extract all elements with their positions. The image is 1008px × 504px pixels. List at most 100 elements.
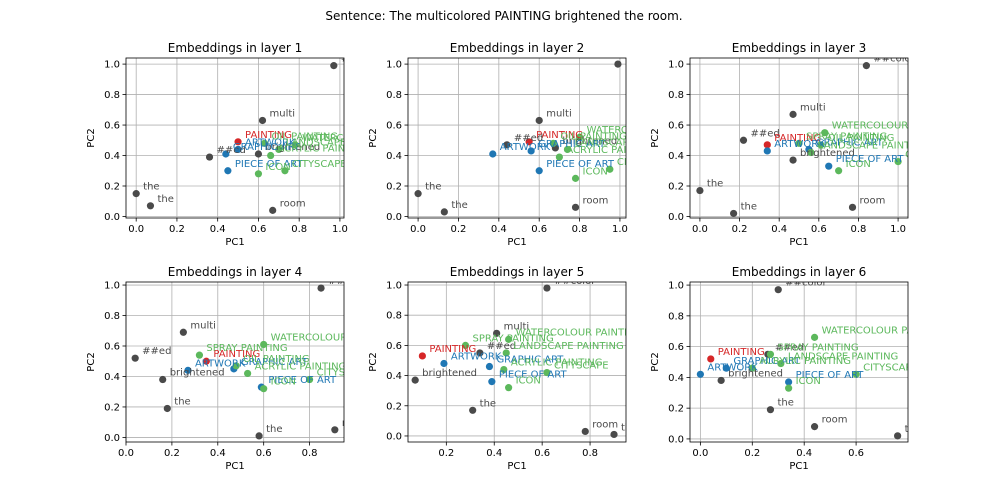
subplot-grid: 0.0 0.2 0.4 0.6 0.8 1.0 0.0 0.2 0.4 0.6 0.8 1.0 ##co… (86, 41, 909, 472)
point-label: WATERCOLOUR PAINTING (587, 125, 714, 136)
y-tick-label: 0.6 (104, 121, 120, 132)
scatter-point (696, 370, 704, 378)
point-label: ##ed (487, 341, 516, 352)
point-label: multi (504, 321, 530, 332)
point-label: ##ed (775, 342, 804, 353)
y-tick-label: 0.6 (668, 121, 684, 132)
point-label: ##ed (142, 346, 171, 357)
point-label: SPRAY PAINTING (806, 131, 887, 142)
y-tick-label: 0.6 (668, 342, 684, 353)
scatter-point (614, 60, 622, 68)
x-tick-label: 0.4 (210, 448, 226, 459)
scatter-point (234, 138, 242, 146)
y-tick-label: 0.6 (386, 341, 402, 352)
scatter-point (255, 432, 263, 440)
point-label: the (777, 398, 793, 409)
scatter-point (696, 186, 704, 195)
scatter-point (527, 147, 535, 155)
point-label: room (592, 419, 618, 430)
scatter-point (440, 208, 448, 216)
scatter-point (810, 333, 819, 341)
x-tick-label: 0.0 (692, 448, 708, 459)
point-label: room (822, 415, 848, 426)
scatter-point (254, 170, 263, 178)
scatter-point (894, 432, 902, 440)
point-label: ARTWORK (195, 358, 246, 369)
point-label: ##color (554, 276, 596, 287)
point-label: ARTWORK (451, 352, 502, 363)
x-tick-label: 0.6 (250, 224, 266, 235)
point-label: PIECE OF ART (796, 370, 865, 381)
y-tick-label: 0.0 (104, 433, 120, 444)
point-label: ARTWORK (707, 362, 758, 373)
point-label: WATERCOLOUR PAINTING (516, 327, 643, 338)
scatter-point (254, 150, 263, 158)
scatter-point (774, 286, 782, 294)
scatter-point (777, 359, 785, 368)
y-tick-label: 0.4 (668, 151, 684, 162)
point-label: ACRYLIC PAINTING (255, 361, 347, 372)
scatter-point (179, 328, 187, 336)
x-tick-label: 0.0 (410, 224, 426, 235)
y-tick-label: 0.8 (386, 90, 402, 101)
scatter-point (275, 145, 283, 154)
point-label: room (342, 418, 368, 429)
scatter-point (835, 167, 843, 175)
y-tick-label: 0.2 (104, 182, 120, 193)
point-label: brightened (170, 368, 225, 379)
x-tick-label: 0.6 (531, 224, 547, 235)
y-tick-label: 0.2 (668, 404, 684, 415)
y-tick-label: 0.2 (668, 182, 684, 193)
x-tick-label: 0.0 (692, 224, 708, 235)
x-tick-label: 0.2 (744, 448, 760, 459)
axes-frame (125, 57, 345, 219)
point-label: SPRAY PAINTING (777, 342, 858, 353)
scatter-point (476, 349, 484, 357)
y-axis-label: PC2 (86, 352, 97, 371)
y-tick-label: 0.8 (104, 90, 120, 101)
subplot-title: Embeddings in layer 6 (732, 265, 866, 279)
scatter-point (330, 62, 338, 70)
x-tick-label: 1.0 (612, 224, 628, 235)
point-label: ICON (846, 159, 871, 170)
scatter-point (766, 350, 775, 358)
x-tick-label: 1.0 (332, 224, 348, 235)
subplot-layer-4: 0.0 0.2 0.4 0.6 0.8 0.0 0.2 0.4 0.6 0.8 1.0 ##color… (86, 265, 368, 472)
y-tick-label: 0.2 (386, 401, 402, 412)
scatter-point (785, 384, 793, 392)
subplot-layer-3: 0.0 0.2 0.4 0.6 0.8 1.0 0.0 0.2 0.4 0.6 0.8 1.0 ##co… (650, 41, 909, 248)
point-label: CITYSCAPE (554, 361, 609, 372)
scatter-point (730, 209, 738, 218)
y-tick-label: 0.0 (668, 212, 684, 223)
point-label: PAINTING (245, 130, 292, 141)
scatter-series: ##color multi PAINTING brightened ##edARTWOR… (411, 276, 643, 439)
scatter-point (571, 203, 580, 211)
x-tick-label: 0.8 (582, 448, 598, 459)
point-label: ACRYLIC PAINTING (566, 145, 658, 156)
point-label: GRAPHIC ART (241, 357, 309, 368)
y-tick-label: 0.6 (386, 121, 402, 132)
subplot-title: Embeddings in layer 3 (732, 41, 866, 55)
y-tick-label: 0.0 (668, 434, 684, 445)
scatter-point (862, 62, 870, 70)
x-tick-label: 0.0 (118, 448, 134, 459)
y-tick-label: 0.2 (104, 402, 120, 413)
scatter-point (717, 376, 725, 385)
point-label: multi (270, 108, 296, 119)
scatter-point (184, 366, 192, 374)
point-label: LANDSCAPE PAINTING (574, 137, 684, 148)
point-label: OIL PAINTING (272, 131, 339, 142)
scatter-point (894, 158, 902, 166)
point-label: multi (546, 108, 572, 119)
y-tick-label: 0.0 (386, 431, 402, 442)
point-label: multi (190, 320, 216, 331)
axes-frame (689, 281, 909, 443)
subplot-layer-2: 0.0 0.2 0.4 0.6 0.8 1.00.00.20.40.60.81.0##co… (368, 41, 714, 248)
point-label: the (143, 182, 159, 193)
x-tick-label: 0.8 (291, 224, 307, 235)
scatter-point (606, 165, 614, 173)
x-tick-label: 0.4 (491, 224, 507, 235)
scatter-point (269, 206, 277, 214)
x-tick-label: 0.2 (438, 448, 454, 459)
y-tick-label: 0.6 (104, 342, 120, 353)
